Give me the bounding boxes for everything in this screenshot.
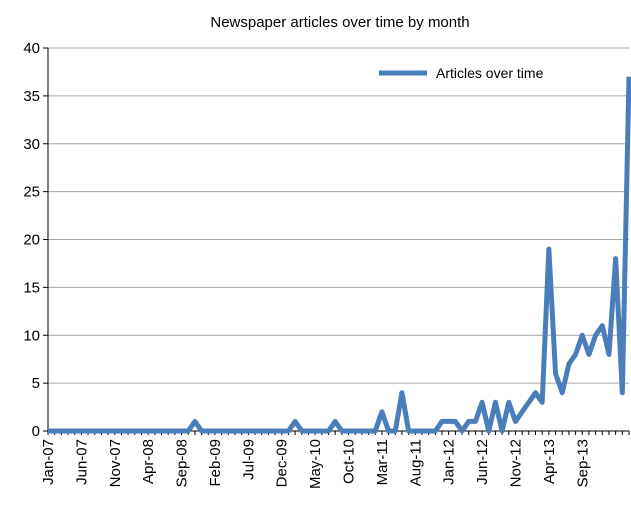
x-tick-label: Nov-07: [107, 439, 124, 487]
x-tick-label: Sep-13: [574, 439, 591, 487]
x-tick-label: Aug-11: [407, 439, 424, 486]
x-tick-label: Sep-08: [174, 439, 191, 487]
x-tick-label: Oct-10: [341, 439, 358, 484]
x-tick-label: May-10: [307, 439, 324, 489]
x-tick-label: Nov-12: [507, 439, 524, 487]
series-layer: [48, 76, 631, 434]
x-tick-label: Apr-13: [541, 439, 558, 484]
x-tick-label: Feb-09: [207, 439, 224, 487]
y-tick-label: 15: [23, 279, 40, 296]
x-tick-label: Dec-09: [274, 439, 291, 487]
x-tick-label: Jun-12: [474, 439, 491, 485]
y-tick-label: 35: [23, 88, 40, 105]
chart-title: Newspaper articles over time by month: [210, 14, 469, 31]
x-tick-label: Jul-09: [240, 439, 257, 480]
x-tick-label: Mar-11: [374, 439, 391, 485]
x-tick-label: Apr-08: [140, 439, 157, 484]
y-tick-label: 25: [23, 184, 40, 201]
y-tick-label: 30: [23, 136, 40, 153]
x-tick-label: Jan-07: [40, 439, 57, 485]
gridlines: [48, 47, 629, 384]
legend: Articles over time: [379, 65, 544, 81]
series-line-articles: [48, 76, 631, 434]
x-axis: Jan-07 Jun-07 Nov-07 Apr-08 Sep-08 Feb-09 Jul-…: [40, 430, 630, 489]
y-tick-label: 20: [23, 232, 40, 249]
x-tick-label: Jun-07: [73, 439, 90, 485]
legend-label: Articles over time: [436, 65, 544, 81]
y-tick-label: 40: [23, 40, 40, 57]
y-tick-label: 5: [32, 375, 40, 392]
y-axis: 0 5 10 15 20 25 30 35 40: [23, 40, 49, 440]
y-tick-label: 10: [23, 327, 40, 344]
y-tick-label: 0: [32, 423, 40, 440]
x-tick-label: Jan-12: [441, 439, 458, 485]
